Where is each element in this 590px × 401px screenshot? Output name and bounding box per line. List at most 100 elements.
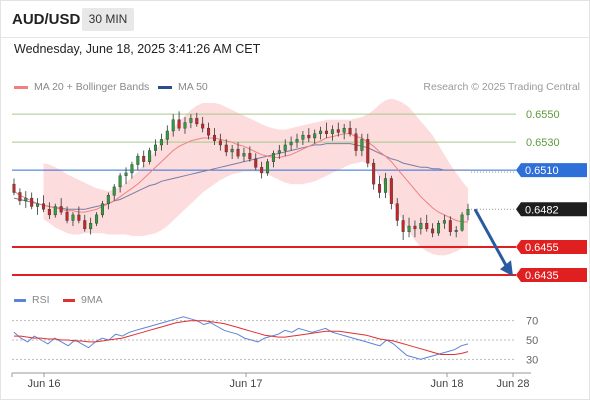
title-bar: AUD/USD 30 MIN	[1, 1, 590, 38]
timeframe-button[interactable]: 30 MIN	[82, 8, 134, 31]
candle-body	[77, 214, 81, 221]
candles	[12, 111, 470, 241]
forecast-arrow-head	[500, 260, 513, 277]
9ma-swatch	[63, 298, 75, 302]
candle-body	[100, 203, 104, 216]
level-tag-0.6435	[516, 268, 587, 283]
candle-body	[12, 183, 16, 193]
candle-body	[47, 209, 51, 216]
candle-body	[154, 144, 158, 151]
candle-body	[466, 209, 470, 216]
legend-ma20: MA 20 + Bollinger Bands	[14, 81, 149, 93]
candle-body	[437, 223, 441, 234]
candle-body	[183, 122, 187, 129]
candle-body	[224, 144, 228, 153]
candle-body	[165, 130, 169, 140]
candle-body	[283, 144, 287, 151]
candle-body	[171, 119, 175, 132]
candle-body	[260, 167, 264, 174]
time-tick-label: Jun 16	[27, 378, 60, 390]
candle-body	[89, 223, 93, 230]
level-label-0.6530: 0.6530	[526, 137, 560, 149]
level-label-0.6482: 0.6482	[525, 204, 559, 216]
candle-body	[425, 223, 429, 230]
candle-body	[218, 140, 222, 146]
candle-body	[383, 178, 387, 193]
candle-body	[330, 129, 334, 134]
symbol-label: AUD/USD	[12, 11, 81, 28]
candle-body	[448, 220, 452, 232]
candle-body	[324, 130, 328, 134]
candle-body	[148, 150, 152, 162]
level-tag-0.6455	[516, 240, 587, 255]
rsi-swatch	[14, 298, 26, 302]
candle-body	[118, 175, 122, 188]
level-label-0.6550: 0.6550	[526, 109, 560, 121]
level-label-0.6435: 0.6435	[525, 270, 559, 282]
candle-body	[313, 133, 317, 139]
candle-body	[177, 119, 181, 129]
candle-body	[207, 127, 211, 136]
candle-body	[59, 206, 63, 213]
level-tag-0.6482	[516, 202, 587, 217]
candle-body	[277, 150, 281, 154]
candle-body	[378, 183, 382, 193]
candle-body	[30, 197, 34, 207]
copyright-label: Research © 2025 Trading Central	[423, 81, 580, 93]
ma50-line	[13, 143, 468, 210]
candle-body	[112, 186, 116, 196]
ma20-legend-label: MA 20 + Bollinger Bands	[34, 81, 150, 93]
candle-body	[142, 155, 146, 162]
candle-body	[18, 192, 22, 202]
candle-body	[201, 123, 205, 129]
candle-body	[395, 203, 399, 221]
9ma-legend-label: 9MA	[81, 294, 103, 306]
rsi-series-9ma	[14, 320, 469, 355]
candle-body	[189, 118, 193, 123]
candle-body	[442, 220, 446, 224]
candle-body	[159, 139, 163, 146]
rsi-panel: 70 50 30	[12, 316, 538, 366]
legend-9ma: 9MA	[63, 294, 103, 306]
candle-body	[24, 197, 28, 202]
candle-body	[195, 118, 199, 125]
candle-body	[53, 206, 57, 216]
level-label-0.6510: 0.6510	[525, 165, 559, 177]
candle-body	[83, 220, 87, 230]
candle-body	[413, 225, 417, 230]
level-tag-0.6510	[516, 163, 587, 178]
candle-body	[295, 139, 299, 143]
candle-body	[36, 203, 40, 207]
candle-body	[360, 139, 364, 151]
candle-body	[289, 141, 293, 146]
candle-body	[307, 134, 311, 139]
ma50-legend-label: MA 50	[178, 81, 208, 93]
time-tick-label: Jun 18	[430, 378, 463, 390]
candle-body	[230, 148, 234, 153]
candle-body	[242, 153, 246, 157]
candle-body	[271, 153, 275, 162]
ma20-line	[13, 133, 468, 223]
candle-body	[348, 127, 352, 134]
candle-body	[106, 195, 110, 204]
rsi-series-rsi	[13, 316, 469, 360]
level-label-0.6455: 0.6455	[525, 242, 559, 254]
candle-body	[65, 211, 69, 221]
candle-body	[136, 155, 140, 165]
candle-body	[401, 220, 405, 232]
candle-body	[342, 127, 346, 133]
candle-body	[389, 178, 393, 204]
candle-body	[254, 158, 258, 168]
candle-body	[454, 230, 458, 232]
legend-ma50: MA 50	[158, 81, 208, 93]
candle-body	[431, 228, 435, 234]
candle-body	[460, 214, 464, 231]
candle-body	[372, 162, 376, 185]
rsi-legend-label: RSI	[32, 294, 50, 306]
ma20-swatch	[14, 85, 28, 89]
rsi-tick-70: 70	[526, 316, 538, 328]
candle-body	[354, 133, 358, 151]
candle-body	[419, 223, 423, 230]
candle-body	[248, 153, 252, 160]
